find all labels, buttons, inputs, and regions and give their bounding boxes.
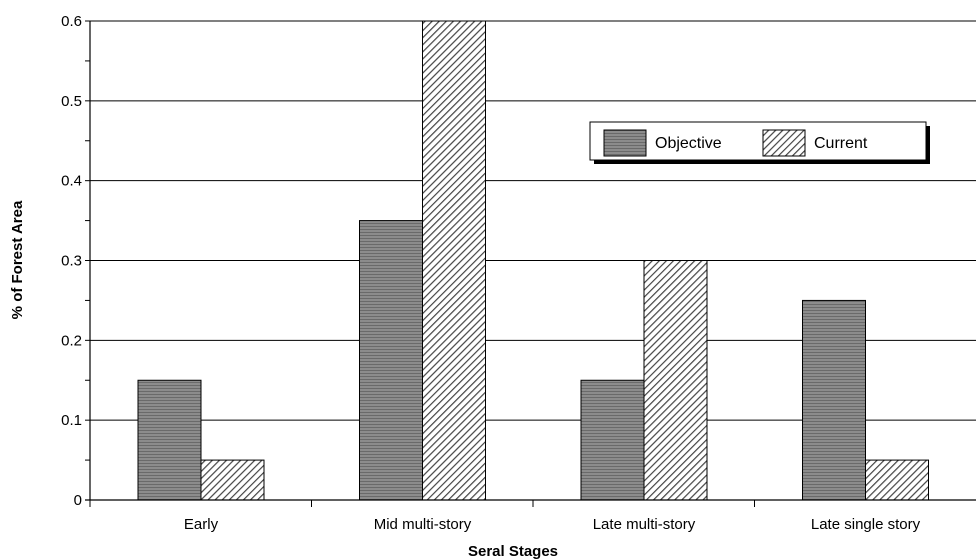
y-tick-label: 0.1 [61, 412, 82, 429]
bar-objective-4 [802, 299, 866, 501]
x-tick-label: Early [184, 516, 219, 533]
legend-label-current: Current [814, 135, 868, 152]
bar-current-4 [865, 459, 929, 501]
y-tick-label: 0 [74, 492, 82, 509]
y-tick-label: 0.5 [61, 93, 82, 110]
x-tick-label: Mid multi-story [374, 516, 472, 533]
legend-swatch-objective [603, 129, 647, 157]
legend-swatch-current [762, 129, 806, 157]
legend: Objective Current [589, 121, 930, 164]
y-tick-label: 0.6 [61, 13, 82, 30]
x-tick-label: Late multi-story [593, 516, 696, 533]
bar-current-2 [422, 20, 486, 501]
y-axis-title: % of Forest Area [9, 200, 26, 319]
x-tick-labels: Early Mid multi-story Late multi-story Late… [184, 516, 921, 533]
legend-label-objective: Objective [655, 135, 722, 152]
bar-current-1 [200, 459, 265, 501]
bar-objective-2 [359, 220, 423, 501]
bar-current-3 [643, 260, 708, 501]
y-tick-label: 0.4 [61, 173, 82, 190]
bars [137, 20, 929, 501]
x-axis-title: Seral Stages [468, 543, 558, 560]
bar-objective-1 [137, 379, 202, 501]
y-tick-label: 0.2 [61, 332, 82, 349]
y-tick-label: 0.3 [61, 253, 82, 270]
axes [85, 20, 976, 507]
bar-objective-3 [580, 379, 645, 501]
y-tick-labels: 0 0.1 0.2 0.3 0.4 0.5 0.6 [61, 13, 82, 509]
x-tick-label: Late single story [811, 516, 921, 533]
